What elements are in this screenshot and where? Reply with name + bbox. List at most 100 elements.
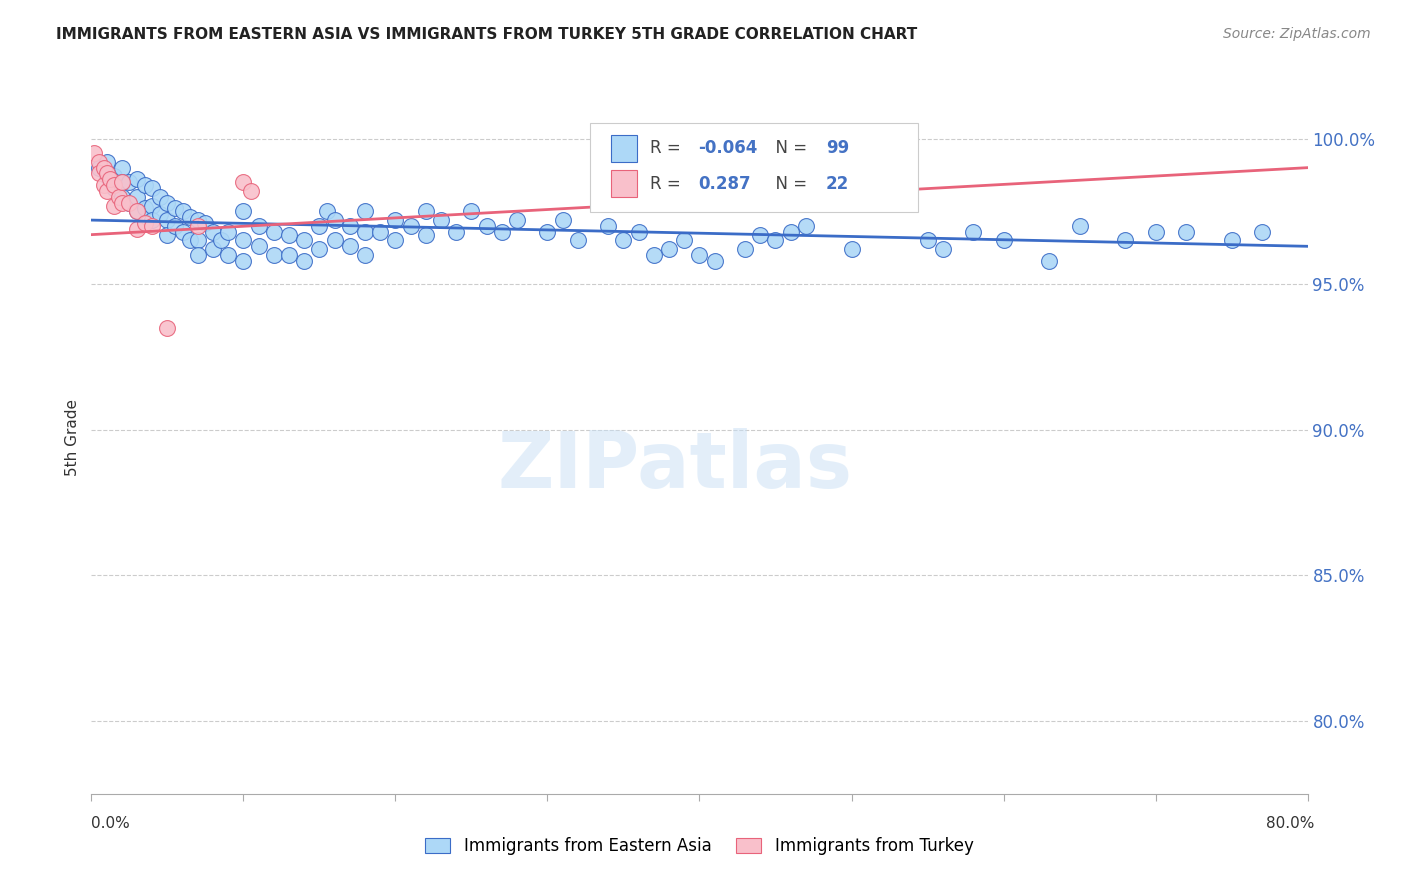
Text: ZIPatlas: ZIPatlas: [498, 427, 852, 504]
Point: [163, 202, 186, 216]
Point: [430, 213, 453, 227]
Point: [1220, 234, 1243, 248]
Text: N =: N =: [765, 139, 813, 157]
Point: [1174, 225, 1197, 239]
Point: [187, 219, 209, 233]
Point: [247, 239, 270, 253]
Point: [491, 225, 513, 239]
Point: [111, 190, 134, 204]
Point: [841, 242, 863, 256]
Point: [232, 234, 254, 248]
Point: [278, 227, 301, 242]
Point: [323, 234, 346, 248]
Point: [232, 204, 254, 219]
Point: [399, 219, 422, 233]
Point: [187, 248, 209, 262]
Point: [368, 225, 391, 239]
Point: [125, 172, 148, 186]
Point: [111, 195, 134, 210]
Point: [278, 248, 301, 262]
Point: [567, 234, 589, 248]
Point: [96, 169, 118, 184]
Point: [93, 178, 115, 193]
Point: [156, 227, 179, 242]
Point: [134, 216, 156, 230]
Point: [111, 161, 134, 175]
Point: [612, 234, 634, 248]
Text: N =: N =: [765, 175, 813, 193]
Point: [551, 213, 574, 227]
Point: [749, 227, 772, 242]
Point: [156, 321, 179, 335]
Point: [103, 181, 125, 195]
Point: [339, 239, 361, 253]
Text: -0.064: -0.064: [699, 139, 758, 157]
Point: [98, 172, 121, 186]
Point: [179, 210, 201, 224]
Point: [931, 242, 953, 256]
Point: [202, 242, 225, 256]
Point: [415, 227, 437, 242]
Point: [107, 190, 129, 204]
Point: [308, 219, 330, 233]
Point: [460, 204, 482, 219]
Point: [217, 248, 239, 262]
Point: [779, 225, 801, 239]
Point: [354, 225, 377, 239]
Point: [917, 234, 939, 248]
Point: [96, 184, 118, 198]
Point: [658, 242, 681, 256]
Point: [247, 219, 270, 233]
Point: [232, 253, 254, 268]
Point: [598, 219, 620, 233]
Point: [627, 225, 650, 239]
Point: [194, 216, 217, 230]
Point: [134, 202, 156, 216]
Point: [141, 181, 163, 195]
Point: [1038, 253, 1060, 268]
Point: [83, 146, 105, 161]
Point: [87, 166, 110, 180]
Point: [384, 234, 406, 248]
Point: [263, 248, 285, 262]
Point: [384, 213, 406, 227]
Point: [316, 204, 339, 219]
Point: [111, 175, 134, 189]
Point: [209, 234, 232, 248]
Point: [87, 154, 110, 169]
Point: [96, 154, 118, 169]
Point: [103, 198, 125, 212]
Point: [202, 225, 225, 239]
Point: [111, 175, 134, 189]
Point: [444, 225, 467, 239]
Point: [149, 207, 172, 221]
Point: [125, 204, 148, 219]
Point: [125, 190, 148, 204]
Text: 0.287: 0.287: [699, 175, 751, 193]
Point: [339, 219, 361, 233]
Point: [308, 242, 330, 256]
Point: [118, 175, 141, 189]
Point: [354, 204, 377, 219]
Point: [415, 204, 437, 219]
Text: 0.0%: 0.0%: [91, 816, 131, 831]
Point: [93, 161, 115, 175]
Point: [734, 242, 756, 256]
Point: [1069, 219, 1091, 233]
Text: R =: R =: [650, 139, 686, 157]
Point: [703, 253, 725, 268]
Point: [217, 225, 239, 239]
Point: [125, 222, 148, 236]
Point: [172, 204, 194, 219]
Point: [475, 219, 498, 233]
Point: [962, 225, 984, 239]
Point: [87, 161, 110, 175]
Point: [240, 184, 263, 198]
Point: [263, 225, 285, 239]
Point: [103, 178, 125, 193]
Legend: Immigrants from Eastern Asia, Immigrants from Turkey: Immigrants from Eastern Asia, Immigrants…: [419, 830, 980, 862]
Text: 22: 22: [825, 175, 849, 193]
Text: 80.0%: 80.0%: [1267, 816, 1315, 831]
Point: [118, 195, 141, 210]
Text: IMMIGRANTS FROM EASTERN ASIA VS IMMIGRANTS FROM TURKEY 5TH GRADE CORRELATION CHA: IMMIGRANTS FROM EASTERN ASIA VS IMMIGRAN…: [56, 27, 918, 42]
